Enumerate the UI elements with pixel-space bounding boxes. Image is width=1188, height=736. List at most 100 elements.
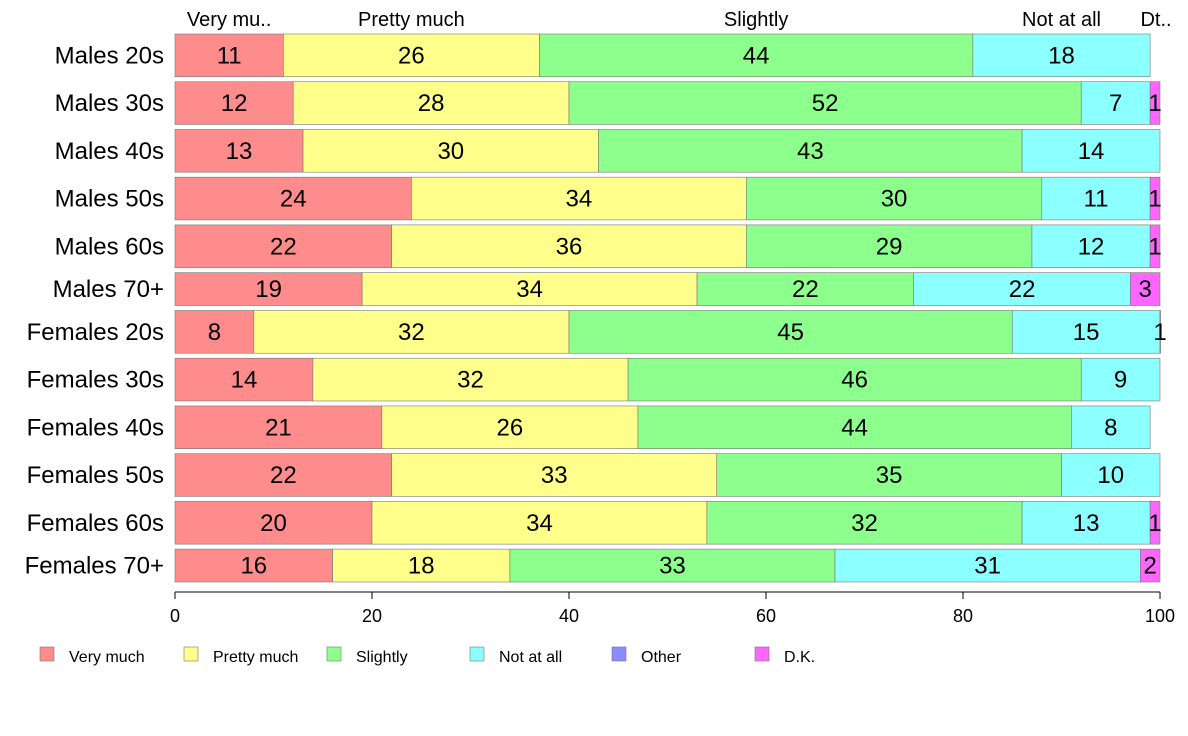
legend: Very much Pretty much Slightly Not at all Ot… <box>39 646 815 666</box>
data-label-females-40s-very-much: 21 <box>265 414 292 441</box>
bar-segment-males-40s-very-much <box>174 129 304 173</box>
data-label-males-60s-slightly: 29 <box>876 233 903 260</box>
bar-segment-males-60s-very-much <box>174 224 392 268</box>
bar-segment-females-50s-slightly <box>716 453 1062 497</box>
data-label-males-50s-pretty-much: 34 <box>565 186 592 213</box>
legend-label-other: Other <box>641 649 682 666</box>
data-label-males-50s-not-at-all: 11 <box>1084 186 1109 213</box>
data-label-males-20s-very-much: 11 <box>217 42 242 69</box>
data-label-males-60s-not-at-all: 12 <box>1078 233 1105 260</box>
top-label-dt: Dt.. <box>1140 9 1171 31</box>
data-label-males-30s-slightly: 52 <box>812 90 839 117</box>
data-label-males-30s-very-much: 12 <box>221 90 248 117</box>
bar-segment-females-40s-not-at-all <box>1071 405 1151 449</box>
bar-segment-females-60s-slightly <box>706 501 1023 545</box>
legend-swatch-pretty-much <box>183 646 199 662</box>
data-label-females-40s-pretty-much: 26 <box>497 414 524 441</box>
data-label-females-60s-slightly: 32 <box>851 510 878 537</box>
category-label-females-70: Females 70+ <box>25 553 164 580</box>
data-label-females-20s-not-at-all: 15 <box>1073 319 1100 346</box>
x-tick-label: 80 <box>953 606 973 626</box>
bar-segment-males-20s-very-much <box>174 33 284 78</box>
bar-segment-females-30s-not-at-all <box>1080 357 1161 402</box>
data-label-males-70-slightly: 22 <box>792 276 819 303</box>
data-label-males-60s-d-k: 1 <box>1148 233 1161 260</box>
data-label-males-20s-pretty-much: 26 <box>398 42 425 69</box>
data-label-males-50s-very-much: 24 <box>280 186 307 213</box>
legend-swatch-other <box>611 646 627 662</box>
top-label-very-mu: Very mu.. <box>187 9 271 31</box>
bar-segment-females-70-very-much <box>174 548 333 583</box>
data-label-females-50s-very-much: 22 <box>270 462 297 489</box>
bar-segment-females-50s-not-at-all <box>1061 453 1161 497</box>
bar-segment-males-30s-very-much <box>174 81 294 125</box>
data-label-males-40s-not-at-all: 14 <box>1078 138 1105 165</box>
legend-swatch-d-k <box>754 646 770 662</box>
category-label-females-60s: Females 60s <box>27 510 164 537</box>
bar-segment-males-70-not-at-all <box>913 272 1131 306</box>
bar-segment-males-20s-slightly <box>539 33 974 78</box>
bar-segment-females-60s-d-k <box>1149 501 1161 545</box>
category-label-females-40s: Females 40s <box>27 414 164 441</box>
bar-segment-males-50s-pretty-much <box>411 176 747 221</box>
bar-segment-females-20s-pretty-much <box>253 310 570 354</box>
legend-label-very-much: Very much <box>69 649 145 666</box>
bar-segment-females-70-pretty-much <box>332 548 511 583</box>
bar-segment-males-70-pretty-much <box>361 272 698 306</box>
bar-segment-males-50s-d-k <box>1149 176 1161 221</box>
data-label-females-70-very-much: 16 <box>240 553 267 580</box>
bar-segment-males-60s-not-at-all <box>1031 224 1151 268</box>
data-label-males-60s-very-much: 22 <box>270 233 297 260</box>
data-label-males-50s-slightly: 30 <box>881 186 908 213</box>
data-label-females-50s-not-at-all: 10 <box>1097 462 1124 489</box>
bar-segment-females-60s-pretty-much <box>371 501 708 545</box>
bar-segment-males-60s-pretty-much <box>391 224 747 268</box>
category-label-females-50s: Females 50s <box>27 462 164 489</box>
bar-segment-males-70-slightly <box>696 272 915 306</box>
bar-segment-males-40s-pretty-much <box>302 129 599 173</box>
category-label-males-20s: Males 20s <box>55 42 164 69</box>
data-label-males-70-d-k: 3 <box>1139 276 1152 303</box>
data-label-females-70-d-k: 2 <box>1143 553 1156 580</box>
legend-swatch-not-at-all <box>469 646 485 662</box>
data-label-females-60s-very-much: 20 <box>260 510 287 537</box>
bar-segment-females-70-slightly <box>509 548 836 583</box>
bar-segment-females-20s-very-much <box>174 310 255 354</box>
x-tick-label: 60 <box>756 606 776 626</box>
bar-segment-females-40s-slightly <box>637 405 1072 449</box>
bar-segment-males-60s-d-k <box>1149 224 1161 268</box>
data-label-males-30s-not-at-all: 7 <box>1109 90 1122 117</box>
data-label-females-40s-not-at-all: 8 <box>1104 414 1117 441</box>
data-label-males-20s-not-at-all: 18 <box>1048 42 1075 69</box>
bar-segment-males-20s-not-at-all <box>972 33 1151 78</box>
bar-segment-males-40s-not-at-all <box>1021 129 1161 173</box>
data-label-females-20s-very-much: 8 <box>208 319 221 346</box>
data-label-males-70-not-at-all: 22 <box>1009 276 1036 303</box>
data-label-males-70-very-much: 19 <box>255 276 282 303</box>
category-label-males-50s: Males 50s <box>55 186 164 213</box>
data-label-females-60s-d-k: 1 <box>1148 510 1161 537</box>
data-label-males-30s-pretty-much: 28 <box>418 90 445 117</box>
bar-segment-females-20s-slightly <box>568 310 1013 354</box>
data-label-females-70-slightly: 33 <box>659 553 686 580</box>
category-label-males-40s: Males 40s <box>55 138 164 165</box>
category-label-males-60s: Males 60s <box>55 233 164 260</box>
bar-segment-males-30s-d-k <box>1149 81 1161 125</box>
bar-segment-females-30s-very-much <box>174 357 314 402</box>
data-label-females-20s-slightly: 45 <box>777 319 804 346</box>
category-label-males-30s: Males 30s <box>55 90 164 117</box>
x-tick-label: 20 <box>362 606 382 626</box>
data-label-males-40s-pretty-much: 30 <box>437 138 464 165</box>
bar-segment-males-30s-slightly <box>568 81 1082 125</box>
data-label-females-50s-pretty-much: 33 <box>541 462 568 489</box>
data-label-females-60s-pretty-much: 34 <box>526 510 553 537</box>
data-label-females-30s-slightly: 46 <box>841 367 868 394</box>
data-label-females-40s-slightly: 44 <box>841 414 868 441</box>
bar-segment-males-50s-slightly <box>745 176 1043 221</box>
top-series-labels: Very mu.. Pretty much Slightly Not at all Dt… <box>187 9 1172 31</box>
category-label-females-20s: Females 20s <box>27 319 164 346</box>
x-tick-label: 40 <box>559 606 579 626</box>
data-label-males-50s-d-k: 1 <box>1148 186 1161 213</box>
data-label-females-70-not-at-all: 31 <box>974 553 1001 580</box>
